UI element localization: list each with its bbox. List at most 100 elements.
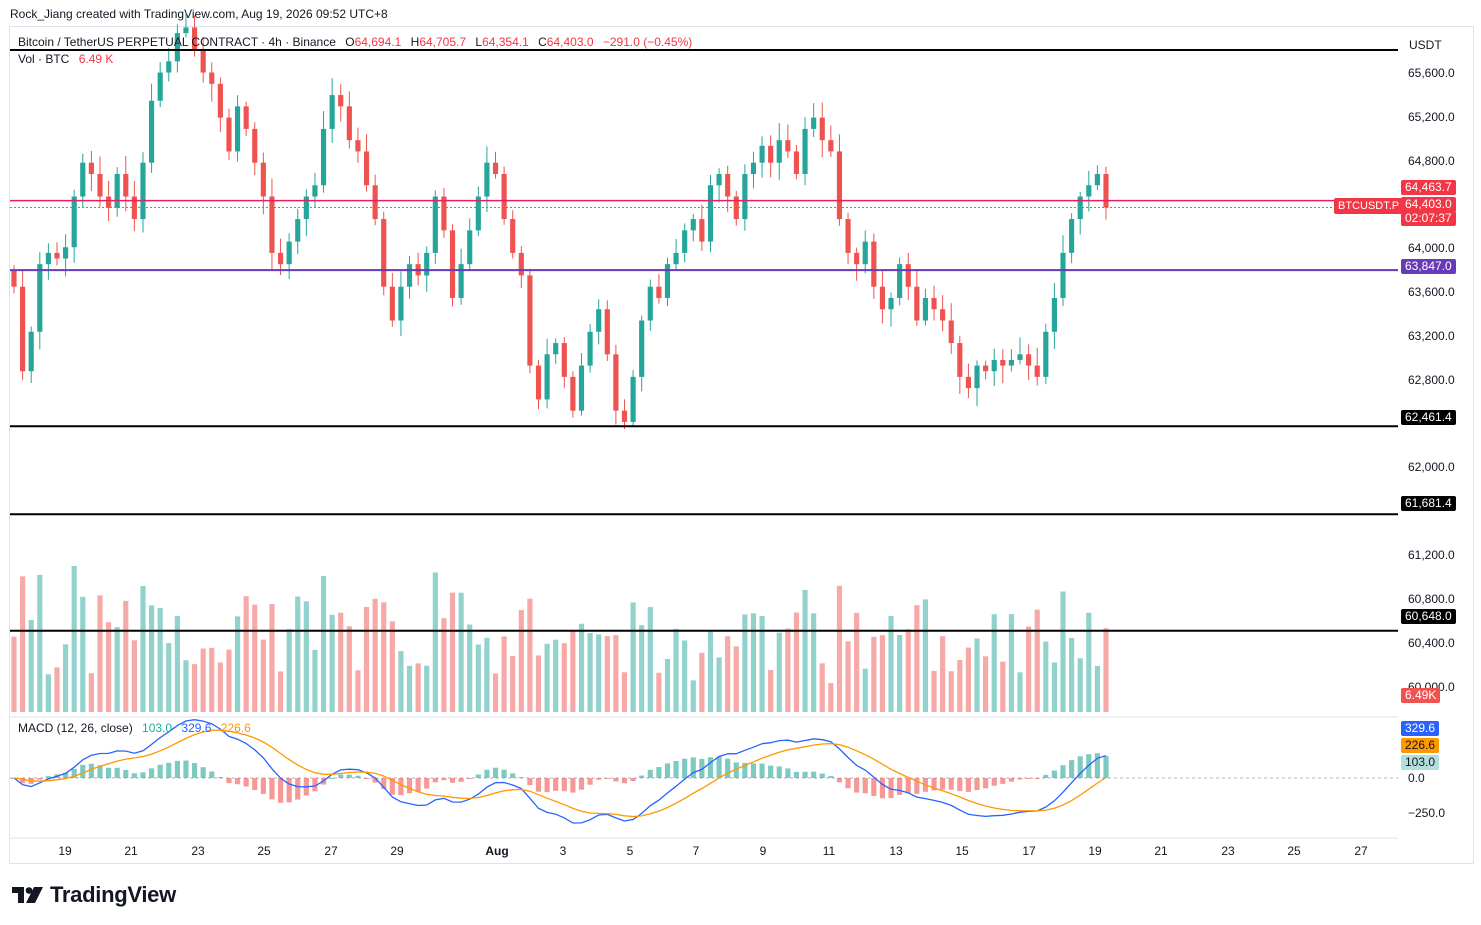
volume-bar: [363, 606, 370, 712]
close-value: 64,403.0: [546, 35, 594, 49]
price-tick: 62,000.0: [1408, 460, 1455, 474]
macd-histogram-bar: [776, 766, 782, 778]
macd-histogram-bar: [269, 778, 275, 800]
volume-bar: [957, 659, 963, 712]
volume-bar: [836, 585, 843, 712]
symbol-legend[interactable]: Bitcoin / TetherUS PERPETUAL CONTRACT · …: [18, 35, 692, 49]
candle-body: [277, 252, 284, 265]
candle-body: [845, 219, 851, 253]
date-tick: 25: [1287, 844, 1301, 858]
volume-label: Vol · BTC: [18, 52, 70, 66]
volume-bar: [1043, 641, 1049, 712]
macd-signal-value: 226.6: [220, 721, 251, 735]
macd-histogram-bar: [449, 778, 456, 783]
candle-body: [97, 173, 103, 197]
volume-bar: [260, 639, 266, 712]
candle-body: [1077, 196, 1083, 220]
macd-legend[interactable]: MACD (12, 26, close) 103.0 329.6 226.6: [18, 721, 251, 735]
price-tick: 63,200.0: [1408, 329, 1455, 343]
volume-legend[interactable]: Vol · BTC 6.49 K: [18, 52, 113, 66]
candle-body: [45, 252, 51, 265]
macd-histogram-bar: [1034, 778, 1040, 779]
candle-body: [785, 140, 791, 152]
macd-histogram-bar: [441, 778, 447, 781]
tradingview-logo[interactable]: TradingView: [12, 882, 176, 908]
candle-body: [355, 140, 361, 152]
candle-body: [836, 151, 843, 220]
macd-histogram-bar: [871, 778, 877, 796]
volume-bar: [234, 616, 241, 712]
currency-label[interactable]: USDT: [1409, 38, 1442, 52]
candle-body: [897, 264, 903, 298]
volume-bars: [11, 566, 1109, 712]
volume-bar: [974, 638, 980, 712]
volume-bar: [1026, 626, 1032, 712]
macd-histogram-bar: [596, 778, 602, 780]
macd-histogram-bar: [217, 777, 223, 779]
volume-bar: [759, 616, 765, 712]
candle-body: [673, 252, 679, 265]
candle-body: [71, 196, 77, 248]
countdown-badge: 02:07:37: [1401, 211, 1456, 226]
candle-body: [983, 365, 989, 372]
date-tick: 13: [889, 844, 903, 858]
volume-bar: [20, 576, 26, 712]
volume-bar: [80, 596, 86, 712]
macd-histogram-bar: [501, 769, 507, 778]
volume-bar: [811, 613, 817, 712]
candle-body: [424, 252, 430, 276]
candle-body: [381, 219, 387, 287]
macd-histogram-bar: [991, 778, 997, 786]
macd-histogram-bar: [329, 777, 335, 779]
volume-bar: [647, 607, 653, 712]
candle-body: [639, 320, 645, 377]
volume-bar: [871, 636, 877, 712]
candle-body: [54, 252, 60, 259]
volume-bar: [140, 585, 146, 712]
candle-body: [664, 264, 671, 298]
macd-histogram-bar: [295, 778, 301, 800]
macd-histogram-bar: [948, 778, 954, 790]
date-tick: 23: [191, 844, 205, 858]
macd-histogram-bar: [1043, 774, 1049, 778]
volume-bar: [45, 674, 51, 712]
macd-histogram-bar: [897, 778, 903, 795]
macd-histogram-bar: [71, 768, 77, 778]
volume-bar: [587, 633, 593, 712]
macd-histogram-bar: [854, 778, 860, 793]
high-value: 64,705.7: [419, 35, 467, 49]
macd-label: MACD (12, 26, close): [18, 721, 133, 735]
macd-histogram-bar: [312, 778, 318, 792]
volume-bar: [28, 619, 34, 712]
candle-body: [1043, 331, 1049, 377]
open-value: 64,694.1: [354, 35, 402, 49]
macd-histogram-bar: [1000, 778, 1006, 784]
macd-histogram-bar: [819, 773, 825, 778]
macd-histogram-bar: [346, 774, 352, 778]
volume-bar: [415, 663, 421, 712]
volume-bar: [596, 634, 602, 712]
candle-body: [475, 196, 481, 231]
volume-bar: [226, 649, 232, 712]
candle-body: [776, 140, 782, 163]
macd-histogram-bar: [88, 763, 94, 778]
volume-bar: [561, 643, 567, 712]
macd-histogram-bar: [983, 778, 989, 789]
volume-bar: [183, 660, 189, 712]
candle-body: [217, 83, 223, 118]
macd-histogram-bar: [785, 768, 791, 778]
date-tick: 19: [58, 844, 72, 858]
volume-bar: [621, 672, 628, 712]
candle-body: [269, 196, 275, 253]
candle-body: [535, 365, 542, 400]
volume-bar: [639, 625, 645, 712]
volume-bar: [965, 647, 972, 712]
candle-body: [1060, 252, 1066, 298]
candle-body: [613, 354, 619, 411]
macd-histogram-bar: [544, 778, 550, 793]
candle-body: [252, 128, 258, 163]
macd-histogram-bar: [914, 778, 920, 794]
volume-bar: [630, 602, 636, 712]
volume-bar: [570, 631, 576, 712]
